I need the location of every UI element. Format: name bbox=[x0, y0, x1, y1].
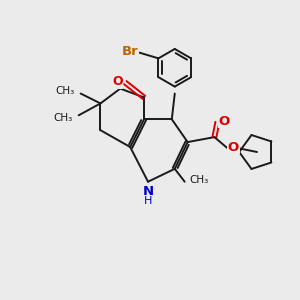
Text: O: O bbox=[112, 75, 123, 88]
Text: O: O bbox=[219, 115, 230, 128]
Text: N: N bbox=[142, 185, 154, 198]
Text: CH₃: CH₃ bbox=[53, 113, 73, 123]
Text: H: H bbox=[144, 196, 152, 206]
Text: Br: Br bbox=[122, 45, 138, 58]
Text: O: O bbox=[228, 140, 239, 154]
Text: CH₃: CH₃ bbox=[190, 175, 209, 185]
Text: CH₃: CH₃ bbox=[56, 85, 75, 96]
